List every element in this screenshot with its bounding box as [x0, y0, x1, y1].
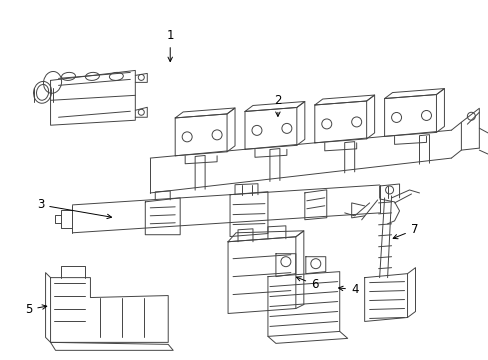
Text: 3: 3	[37, 198, 111, 219]
Text: 1: 1	[166, 29, 174, 62]
Text: 6: 6	[296, 277, 318, 291]
Text: 7: 7	[392, 223, 417, 239]
Text: 2: 2	[274, 94, 281, 116]
Text: 4: 4	[338, 283, 358, 296]
Text: 5: 5	[25, 303, 47, 316]
